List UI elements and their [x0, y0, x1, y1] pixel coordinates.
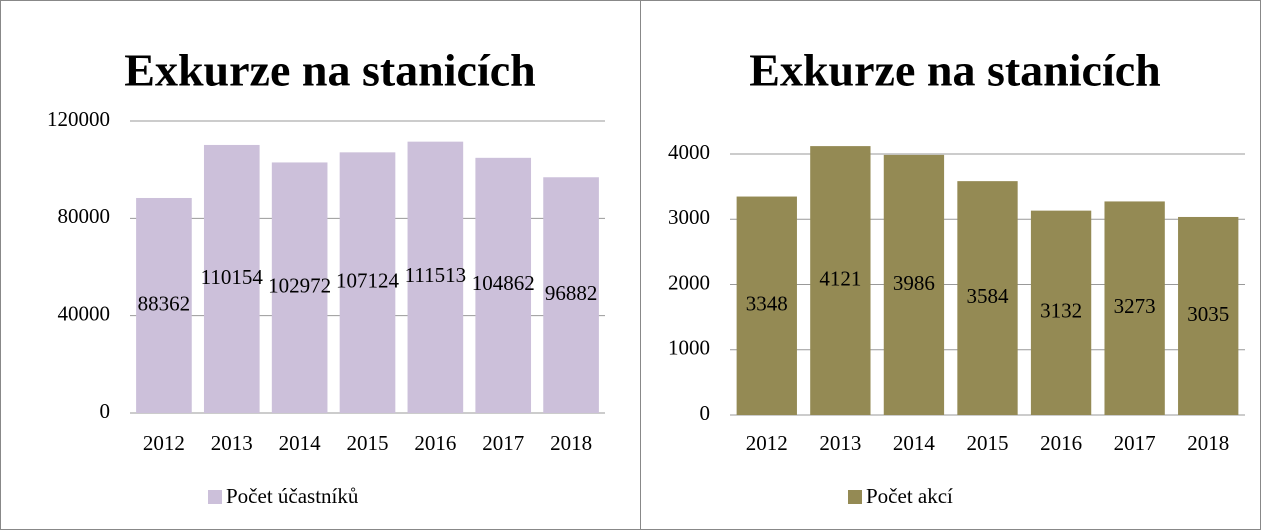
x-tick-label: 2016 — [1040, 431, 1082, 455]
bar — [339, 152, 396, 413]
legend-label: Počet akcí — [866, 484, 953, 508]
data-label: 3986 — [893, 271, 935, 295]
x-tick-label: 2014 — [893, 431, 936, 455]
data-label: 3273 — [1114, 294, 1156, 318]
legend-label: Počet účastníků — [226, 484, 359, 508]
x-tick-label: 2015 — [347, 431, 389, 455]
data-label: 104862 — [472, 271, 535, 295]
y-tick-label: 40000 — [58, 301, 111, 325]
x-tick-label: 2017 — [1114, 431, 1156, 455]
x-tick-label: 2012 — [746, 431, 788, 455]
data-label: 4121 — [819, 266, 861, 290]
y-tick-label: 120000 — [47, 107, 110, 131]
bar — [883, 154, 945, 415]
y-tick-label: 1000 — [668, 336, 710, 360]
data-label: 3132 — [1040, 299, 1082, 323]
bar — [203, 144, 260, 413]
data-label: 88362 — [138, 291, 191, 315]
data-label: 3584 — [967, 284, 1010, 308]
x-tick-label: 2012 — [143, 431, 185, 455]
x-tick-label: 2014 — [279, 431, 322, 455]
legend-swatch — [208, 490, 222, 504]
y-tick-label: 4000 — [668, 140, 710, 164]
x-tick-label: 2013 — [211, 431, 253, 455]
x-tick-label: 2017 — [482, 431, 524, 455]
data-label: 110154 — [201, 265, 264, 289]
bar — [407, 141, 464, 413]
bar — [1030, 210, 1092, 415]
bar — [957, 181, 1018, 415]
chart-title: Exkurze na stanicích — [749, 45, 1160, 96]
bar — [1178, 216, 1239, 415]
x-tick-label: 2018 — [1187, 431, 1229, 455]
bar — [271, 162, 328, 413]
x-tick-label: 2015 — [967, 431, 1009, 455]
legend-swatch — [848, 490, 862, 504]
bar — [543, 177, 599, 413]
bar — [475, 157, 532, 413]
y-tick-label: 0 — [700, 401, 711, 425]
data-label: 111513 — [405, 263, 466, 287]
y-tick-label: 80000 — [58, 204, 111, 228]
data-label: 102972 — [268, 274, 331, 298]
data-label: 3035 — [1187, 302, 1229, 326]
bar — [1104, 201, 1165, 415]
y-tick-label: 2000 — [668, 270, 710, 294]
data-label: 107124 — [336, 268, 400, 292]
bar — [136, 197, 192, 413]
bar — [736, 196, 797, 415]
bar — [810, 146, 871, 416]
x-tick-label: 2016 — [414, 431, 456, 455]
x-tick-label: 2018 — [550, 431, 592, 455]
y-tick-label: 0 — [100, 399, 111, 423]
x-tick-label: 2013 — [819, 431, 861, 455]
data-label: 96882 — [545, 281, 598, 305]
chart-title: Exkurze na stanicích — [124, 45, 535, 96]
data-label: 3348 — [746, 292, 788, 316]
y-tick-label: 3000 — [668, 205, 710, 229]
